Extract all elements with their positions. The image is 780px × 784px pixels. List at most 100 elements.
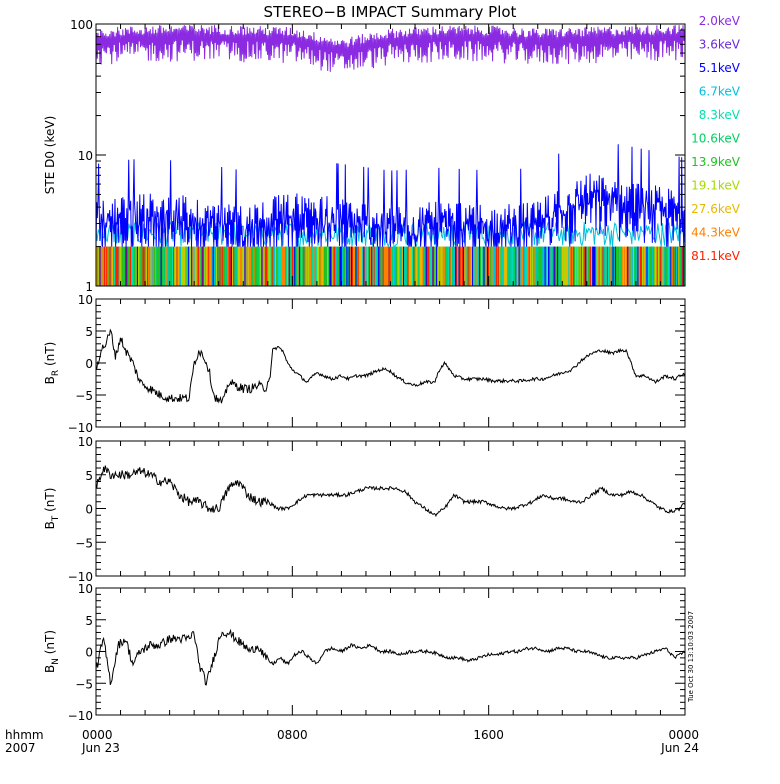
- low-energy-bar: [474, 246, 476, 286]
- low-energy-bar: [368, 246, 371, 286]
- low-energy-bar: [653, 246, 655, 286]
- low-energy-bar: [371, 246, 373, 286]
- x-tick-date: Jun 24: [660, 741, 699, 755]
- low-energy-bar: [299, 246, 302, 286]
- low-energy-bar: [647, 246, 650, 286]
- low-energy-bar: [137, 246, 140, 286]
- low-energy-bar: [199, 246, 201, 286]
- low-energy-bar: [305, 246, 308, 286]
- low-energy-bar: [96, 246, 98, 286]
- low-energy-bar: [284, 246, 286, 286]
- low-energy-bar: [634, 246, 636, 286]
- low-energy-bar: [259, 246, 261, 286]
- low-energy-bar: [586, 246, 588, 286]
- low-energy-bar: [424, 246, 427, 286]
- low-energy-bar: [278, 246, 280, 286]
- low-energy-bar: [101, 246, 104, 286]
- panel-0-data: [96, 25, 685, 286]
- low-energy-bar: [124, 246, 126, 286]
- low-energy-bar: [142, 246, 144, 286]
- low-energy-bar: [372, 246, 374, 286]
- low-energy-bar: [673, 246, 676, 286]
- low-energy-bar: [619, 246, 621, 286]
- low-energy-bar: [336, 246, 338, 286]
- y-tick-label: 0: [85, 646, 93, 660]
- low-energy-bar: [670, 246, 672, 286]
- low-energy-bar: [316, 246, 319, 286]
- low-energy-bar: [378, 246, 380, 286]
- low-energy-bar: [332, 246, 335, 286]
- low-energy-bar: [643, 246, 645, 286]
- low-energy-bar: [594, 246, 596, 286]
- low-energy-bar: [624, 246, 627, 286]
- low-energy-bar: [398, 246, 400, 286]
- low-energy-bar: [631, 246, 634, 286]
- low-energy-bar: [165, 246, 167, 286]
- low-energy-bar: [297, 246, 300, 286]
- low-energy-bar: [627, 246, 629, 286]
- legend-entry: 5.1keV: [699, 61, 741, 75]
- low-energy-bar: [486, 246, 489, 286]
- low-energy-bar: [551, 246, 553, 286]
- low-energy-bar: [252, 246, 254, 286]
- low-energy-bar: [407, 246, 410, 286]
- low-energy-bar: [354, 246, 356, 286]
- low-energy-bar: [373, 246, 376, 286]
- low-energy-bar: [291, 246, 294, 286]
- x-tick-date: Jun 23: [81, 741, 120, 755]
- low-energy-bar: [438, 246, 440, 286]
- low-energy-bar: [390, 246, 393, 286]
- low-energy-bar: [540, 246, 542, 286]
- low-energy-bar: [587, 246, 590, 286]
- series-T: [96, 465, 685, 518]
- low-energy-bar: [536, 246, 539, 286]
- low-energy-bar: [115, 246, 117, 286]
- low-energy-bar: [609, 246, 611, 286]
- low-energy-bar: [182, 246, 184, 286]
- low-energy-bar: [114, 246, 116, 286]
- low-energy-bar: [174, 246, 176, 286]
- low-energy-bar: [261, 246, 263, 286]
- low-energy-bar: [451, 246, 454, 286]
- low-energy-bar: [205, 246, 208, 286]
- low-energy-bar: [668, 246, 670, 286]
- x-tick-time: 0000: [82, 728, 113, 742]
- low-energy-bar: [244, 246, 246, 286]
- low-energy-bar: [444, 246, 447, 286]
- low-energy-bar: [606, 246, 609, 286]
- panel-1-frame: [95, 298, 686, 428]
- low-energy-bar: [314, 246, 317, 286]
- low-energy-bar: [524, 246, 526, 286]
- y-tick-label: 0: [85, 357, 93, 371]
- low-energy-bar: [243, 246, 245, 286]
- low-energy-bar: [648, 246, 651, 286]
- low-energy-bar: [263, 246, 266, 286]
- low-energy-bar: [441, 246, 443, 286]
- low-energy-bar: [447, 246, 449, 286]
- low-energy-bar: [442, 246, 445, 286]
- legend-entry: 6.7keV: [699, 85, 741, 99]
- low-energy-bar: [626, 246, 628, 286]
- low-energy-bar: [574, 246, 576, 286]
- low-energy-bar: [239, 246, 242, 286]
- low-energy-bar: [595, 246, 598, 286]
- low-energy-bar: [162, 246, 165, 286]
- low-energy-bar: [276, 246, 278, 286]
- low-energy-bar: [132, 246, 134, 286]
- low-energy-bar: [329, 246, 331, 286]
- low-energy-bar: [680, 246, 682, 286]
- legend-entry: 8.3keV: [699, 108, 741, 122]
- low-energy-bar: [513, 246, 516, 286]
- low-energy-bar: [584, 246, 586, 286]
- low-energy-bar: [674, 246, 677, 286]
- low-energy-bar: [98, 246, 100, 286]
- low-energy-bar: [571, 246, 574, 286]
- low-energy-bar: [179, 246, 182, 286]
- low-energy-bar: [139, 246, 141, 286]
- year-label: 2007: [5, 741, 36, 755]
- low-energy-bar: [429, 246, 431, 286]
- hhmm-label: hhmm: [5, 728, 44, 742]
- low-energy-bar: [683, 246, 685, 286]
- low-energy-bar: [110, 246, 113, 286]
